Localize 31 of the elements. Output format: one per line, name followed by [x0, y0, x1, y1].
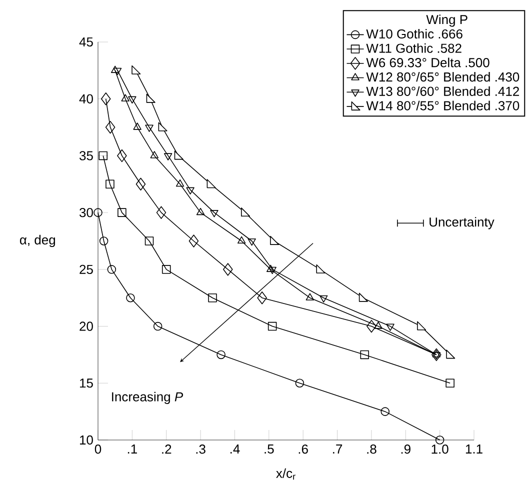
legend-title: Wing P: [426, 14, 468, 27]
y-tick-label: 30: [80, 208, 93, 218]
x-tick-label: 1.0: [432, 444, 448, 454]
x-tick-label: .5: [264, 444, 274, 454]
legend-label: W14 80°/55° Blended .370: [366, 100, 520, 110]
x-tick-label: .7: [333, 444, 342, 454]
y-tick-label: 10: [80, 435, 93, 445]
x-tick-label: .2: [162, 444, 172, 454]
y-tick-label: 35: [80, 151, 93, 160]
x-tick-label: .3: [196, 444, 206, 454]
x-tick-label: 1.1: [466, 444, 482, 454]
x-tick-label: .4: [230, 444, 240, 454]
x-tick-label: .6: [298, 444, 308, 454]
x-tick-label: .1: [128, 444, 137, 454]
x-tick-label: .8: [367, 444, 376, 454]
legend-label: W6 69.33° Delta .500: [366, 58, 490, 68]
y-tick-label: 25: [80, 264, 93, 274]
x-tick-label: .9: [401, 444, 410, 454]
y-tick-label: 45: [79, 37, 93, 47]
y-axis-title: α, deg: [20, 234, 56, 248]
y-tick-label: 15: [80, 378, 93, 388]
legend-label: W13 80°/60° Blended .412: [366, 86, 519, 96]
x-tick-label: 0: [94, 444, 102, 454]
annotation: Uncertainty: [430, 217, 494, 230]
legend-label: W12 80°/65° Blended .430: [366, 72, 520, 82]
legend-label: W11 Gothic .582: [366, 43, 462, 53]
legend-label: W10 Gothic .666: [366, 28, 462, 39]
x-axis-title: x/c$_{r}$: [276, 468, 296, 480]
annotation: Increasing P: [112, 392, 184, 404]
y-tick-label: 20: [80, 322, 93, 331]
y-tick-label: 40: [79, 94, 93, 104]
